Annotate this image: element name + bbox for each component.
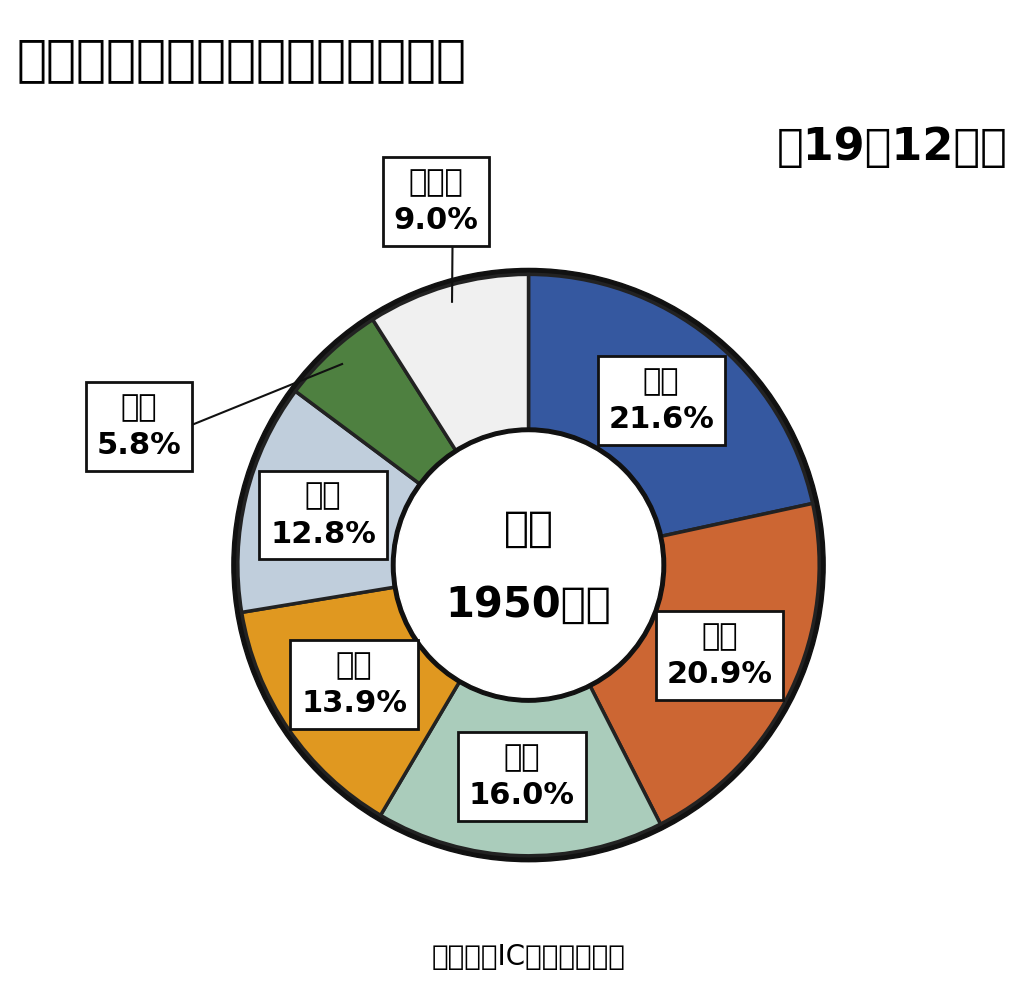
Wedge shape — [296, 319, 458, 486]
Circle shape — [396, 433, 660, 698]
Text: 北米
12.8%: 北米 12.8% — [270, 481, 376, 549]
Text: 1950万枚: 1950万枚 — [445, 584, 611, 626]
Wedge shape — [238, 391, 423, 613]
Text: 韓国
20.9%: 韓国 20.9% — [667, 622, 772, 690]
Text: 欧州
5.8%: 欧州 5.8% — [96, 393, 181, 460]
Text: 合計: 合計 — [504, 508, 554, 550]
Text: 台湾
21.6%: 台湾 21.6% — [608, 367, 714, 434]
Text: 国・地域別半導体生産能力シェア: 国・地域別半導体生産能力シェア — [16, 37, 467, 85]
Text: 中国
13.9%: 中国 13.9% — [301, 651, 408, 718]
Wedge shape — [373, 274, 528, 453]
Circle shape — [231, 268, 825, 861]
Text: （出所：ICインサイツ）: （出所：ICインサイツ） — [431, 943, 626, 971]
Wedge shape — [381, 679, 660, 855]
Wedge shape — [589, 503, 819, 824]
Text: その他
9.0%: その他 9.0% — [393, 168, 478, 236]
Wedge shape — [242, 587, 461, 815]
Circle shape — [391, 428, 666, 703]
Wedge shape — [528, 274, 813, 537]
Text: （19年12月）: （19年12月） — [776, 126, 1008, 169]
Text: 日本
16.0%: 日本 16.0% — [469, 743, 574, 810]
